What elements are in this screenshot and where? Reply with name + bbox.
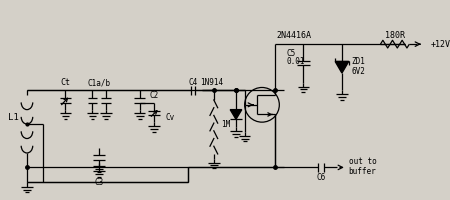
Text: ZD1: ZD1 bbox=[351, 57, 365, 66]
Text: 180R: 180R bbox=[385, 31, 405, 40]
Polygon shape bbox=[335, 61, 349, 73]
Text: C6: C6 bbox=[316, 173, 325, 182]
Text: buffer: buffer bbox=[349, 167, 376, 176]
Text: +12V: +12V bbox=[431, 40, 450, 49]
Text: out to: out to bbox=[349, 157, 376, 166]
Text: C2: C2 bbox=[149, 91, 158, 100]
Text: 0.01: 0.01 bbox=[286, 57, 305, 66]
Text: 1M: 1M bbox=[221, 120, 231, 129]
Text: C4: C4 bbox=[188, 78, 197, 87]
Text: 6V2: 6V2 bbox=[351, 67, 365, 76]
Text: 1N914: 1N914 bbox=[200, 78, 224, 87]
Text: C3: C3 bbox=[94, 178, 104, 187]
Polygon shape bbox=[230, 110, 242, 119]
Text: Ct: Ct bbox=[60, 78, 71, 87]
Text: L1: L1 bbox=[8, 113, 19, 122]
Text: 2N4416A: 2N4416A bbox=[276, 31, 311, 40]
Text: C5: C5 bbox=[286, 49, 295, 58]
Text: C1a/b: C1a/b bbox=[88, 78, 111, 87]
Text: Cv: Cv bbox=[166, 113, 175, 122]
